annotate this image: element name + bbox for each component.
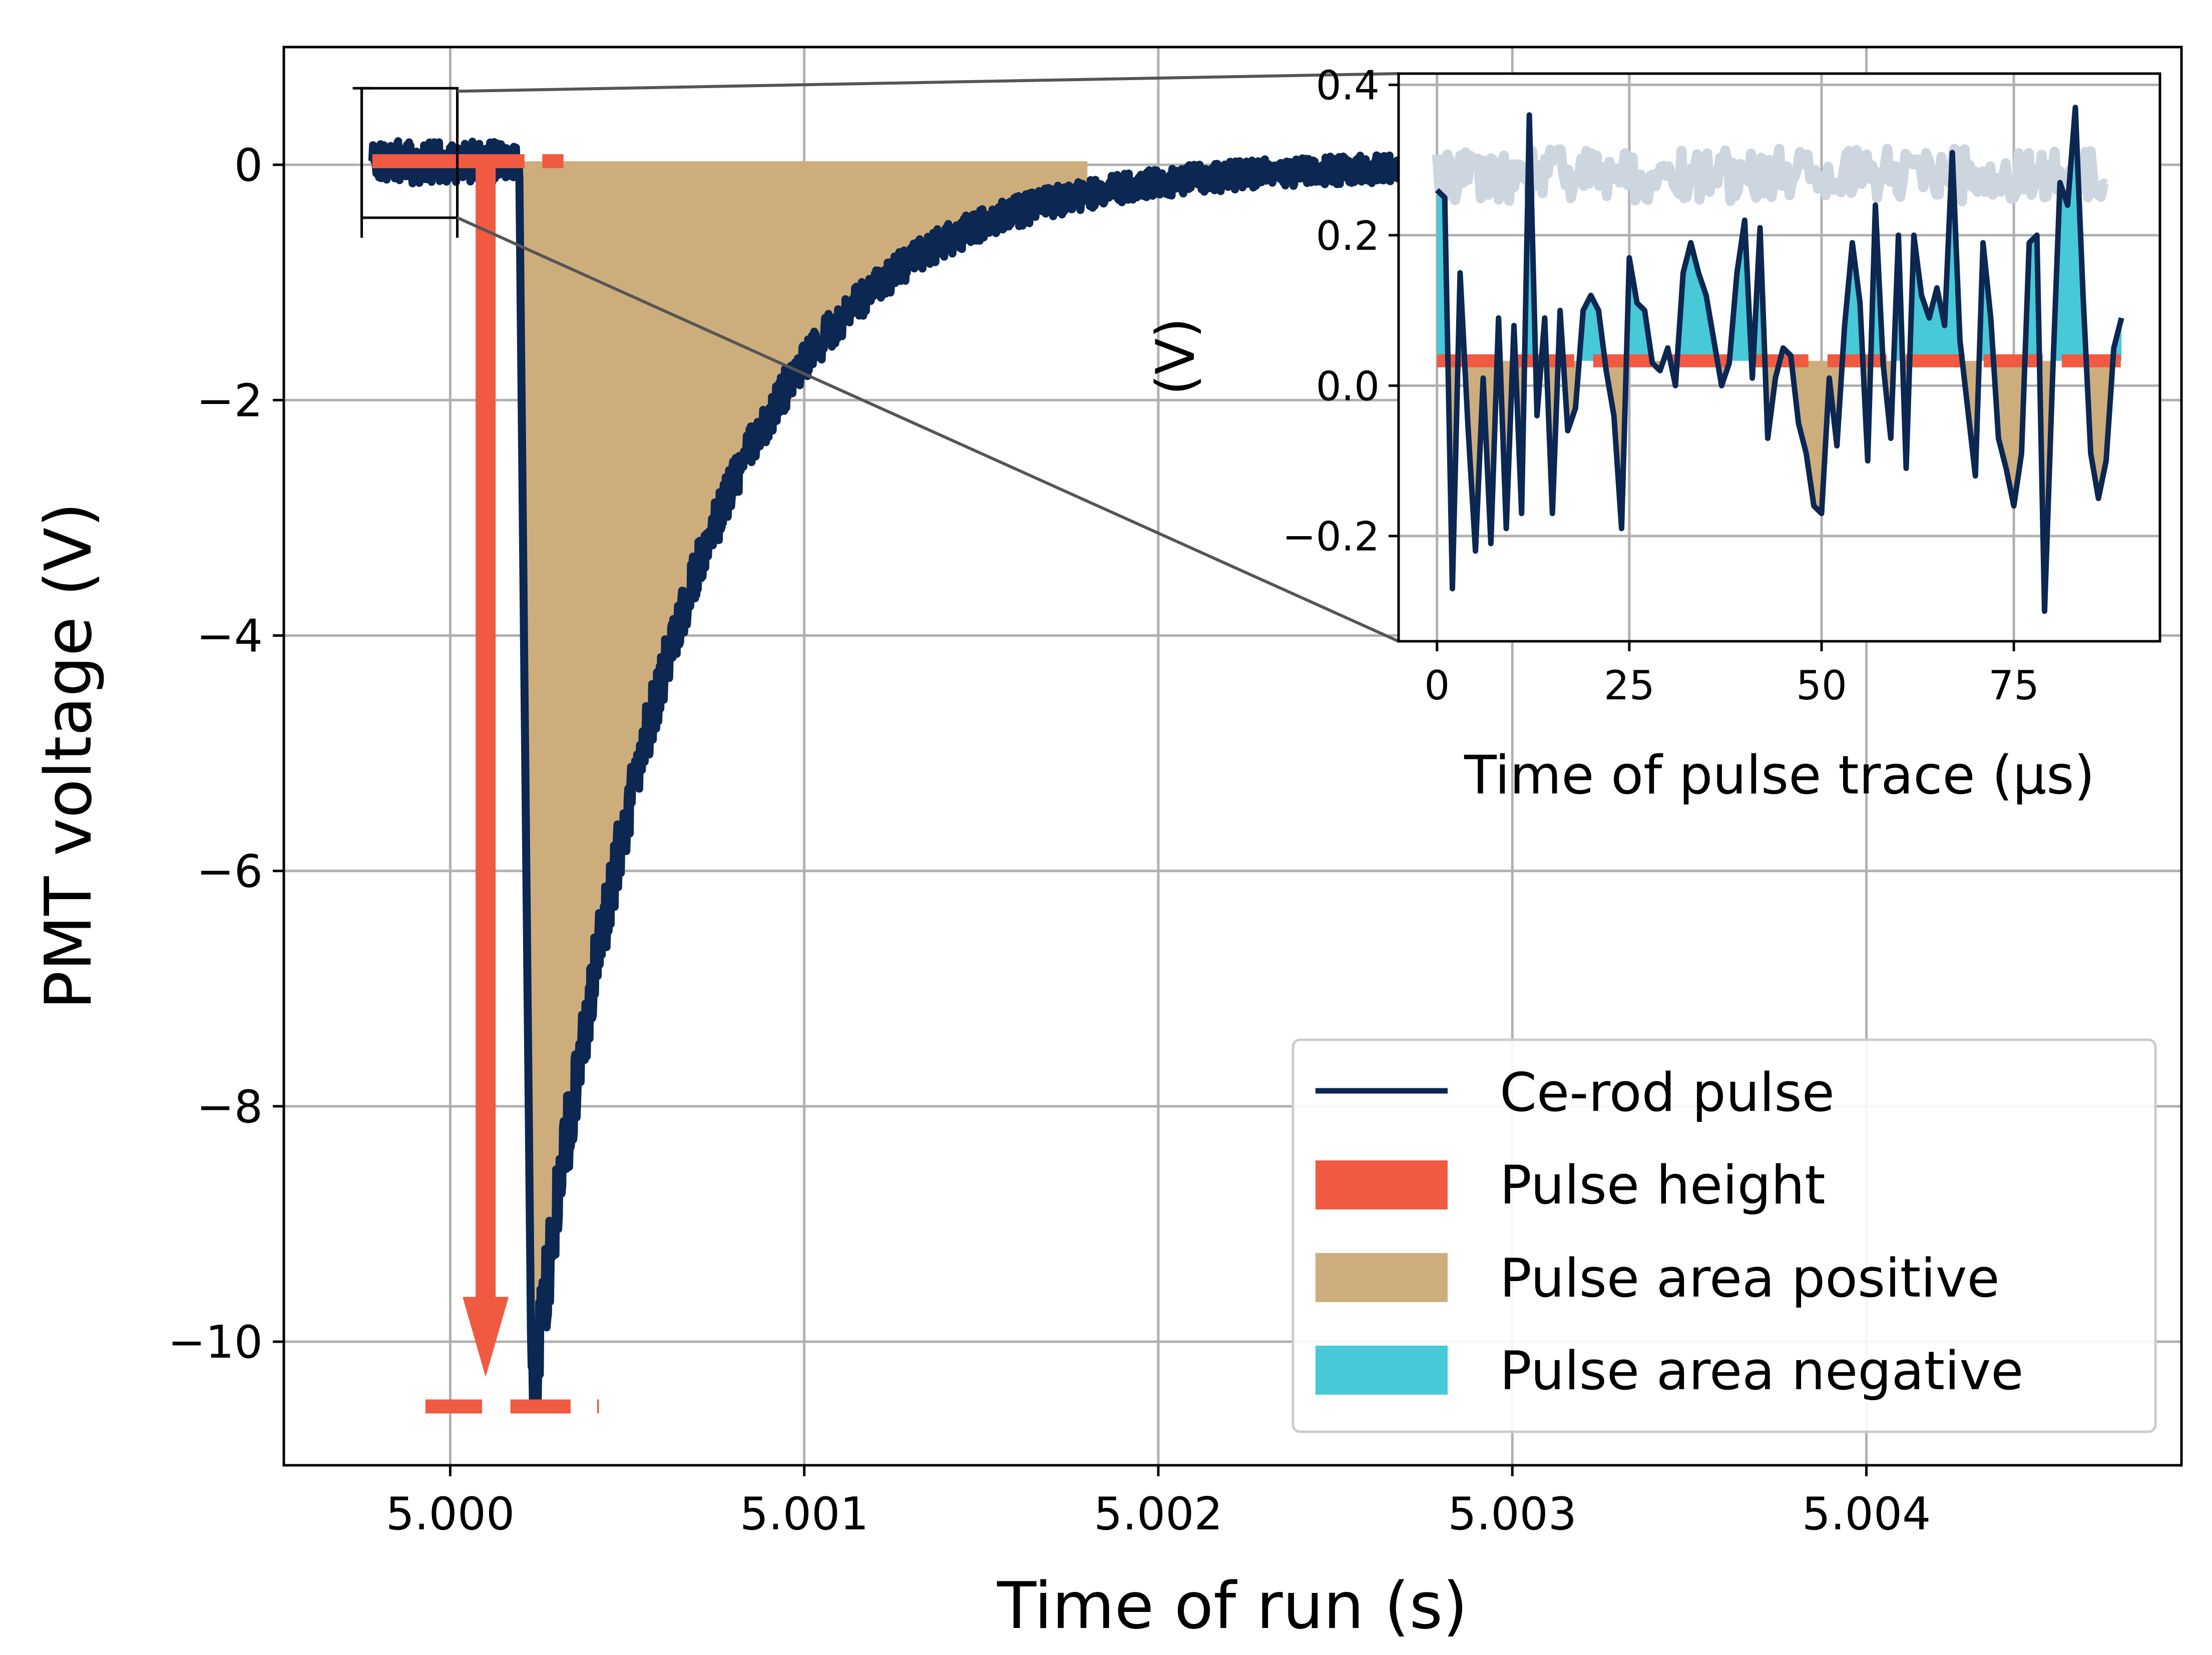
main-y-tick-label: 0 <box>234 139 263 192</box>
main-zoom-indicator <box>352 72 1400 643</box>
main-y-axis-label: PMT voltage (V) <box>32 503 106 1010</box>
main-x-axis-label: Time of run (s) <box>997 1569 1468 1643</box>
inset-background-band <box>1432 144 2109 207</box>
main-x-tick-label: 5.000 <box>386 1488 515 1540</box>
legend-label-area-positive: Pulse area positive <box>1500 1248 2000 1309</box>
main-pulse-area-positive <box>519 161 1088 1408</box>
inset-pulse-area-negative <box>1437 107 2122 361</box>
main-x-tick-label: 5.002 <box>1094 1488 1223 1540</box>
main-y-tick-label: −4 <box>196 610 263 663</box>
pulse-height-arrow-head <box>463 1297 509 1377</box>
legend-label-area-negative: Pulse area negative <box>1500 1340 2024 1402</box>
inset-x-tick-label: 50 <box>1796 662 1847 709</box>
main-y-tick-label: −8 <box>196 1081 263 1133</box>
main-y-axis: 0 −2 −4 −6 −8 −10 <box>168 139 284 1369</box>
inset-y-axis-label: (V) <box>1145 317 1206 395</box>
zoom-connector-top <box>457 72 1399 93</box>
legend-label-ce-rod-pulse: Ce-rod pulse <box>1500 1062 1835 1123</box>
legend-frame <box>1291 1038 2157 1433</box>
inset-x-axis-label: Time of pulse trace (μs) <box>1464 744 2095 806</box>
inset-x-axis: 0 25 50 75 <box>1424 641 2039 709</box>
legend-swatch-pulse-height <box>1315 1160 1448 1209</box>
inset-pulse-area-positive <box>1448 360 2113 611</box>
zoom-connector-bottom <box>457 216 1400 643</box>
main-y-tick-label: −6 <box>196 846 263 898</box>
inset-y-tick-label: 0.4 <box>1316 63 1380 109</box>
main-y-tick-label: −2 <box>196 374 263 427</box>
inset-x-tick-label: 0 <box>1424 662 1450 709</box>
legend: Ce-rod pulse Pulse height Pulse area pos… <box>1291 1038 2157 1433</box>
inset-pulse-trace <box>1435 105 2124 614</box>
inset-y-tick-label: −0.2 <box>1282 514 1380 560</box>
main-x-tick-label: 5.003 <box>1448 1488 1577 1540</box>
main-x-tick-label: 5.004 <box>1802 1488 1931 1540</box>
main-x-tick-label: 5.001 <box>740 1488 869 1540</box>
main-axes-frame <box>282 46 2183 1467</box>
inset-plot: 0 25 50 75 −0.2 0.0 0.2 0.4 Time of pulse trac… <box>1145 63 2161 806</box>
inset-y-tick-label: 0.2 <box>1316 213 1380 259</box>
inset-y-tick-label: 0.0 <box>1316 363 1380 409</box>
main-y-tick-label: −10 <box>168 1316 263 1369</box>
main-pulse-height <box>372 154 599 1414</box>
legend-swatch-area-negative <box>1315 1346 1448 1395</box>
inset-axes-frame <box>1397 72 2161 643</box>
main-x-axis: 5.000 5.001 5.002 5.003 5.004 <box>386 1465 1931 1540</box>
legend-swatch-area-positive <box>1315 1253 1448 1302</box>
inset-x-tick-label: 25 <box>1604 662 1655 709</box>
inset-x-tick-label: 75 <box>1988 662 2039 709</box>
inset-y-axis: −0.2 0.0 0.2 0.4 <box>1282 63 1399 560</box>
legend-label-pulse-height: Pulse height <box>1500 1154 1826 1216</box>
